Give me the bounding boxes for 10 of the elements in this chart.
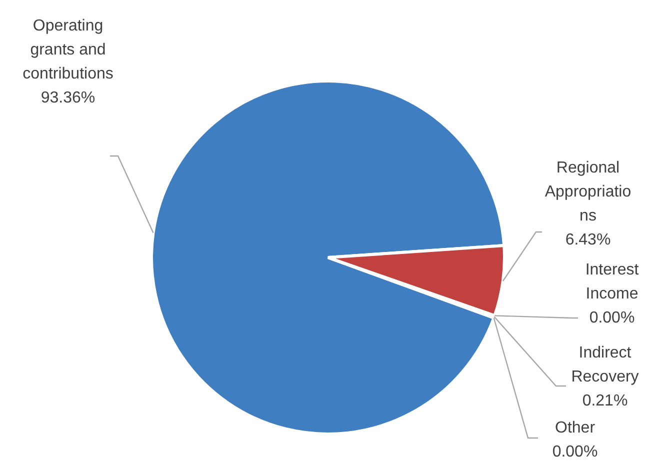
data-label: 93.36% — [40, 89, 96, 106]
category-label: Interest Income — [585, 261, 639, 302]
slice-label: Operating grants and contributions — [22, 17, 114, 82]
category-label: Other — [554, 419, 596, 436]
text: 0.00% — [552, 443, 598, 460]
data-label: 6.43% — [565, 231, 611, 248]
data-label: 0.21% — [582, 392, 628, 410]
slice-label: Indirect Recovery — [571, 344, 639, 386]
text: 0.00% — [589, 309, 635, 326]
slice-label: Regional Appropriations — [544, 159, 632, 224]
